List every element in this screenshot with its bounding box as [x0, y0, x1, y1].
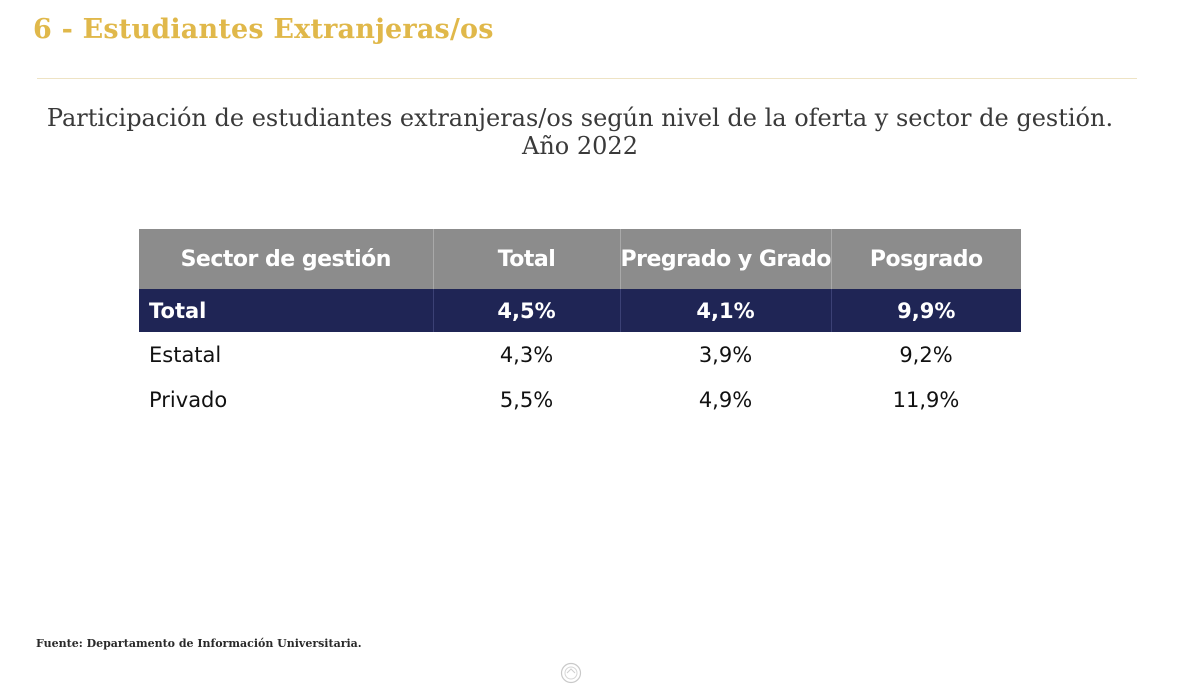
slide-title: 6 - Estudiantes Extranjeras/os	[33, 14, 494, 45]
cell-total: 4,3%	[499, 342, 554, 367]
cell-posgrado: 9,9%	[831, 289, 1021, 332]
subtitle-line-1: Participación de estudiantes extranjeras…	[46, 104, 1114, 132]
cell-posgrado: 11,9%	[892, 387, 960, 412]
title-divider	[37, 78, 1137, 79]
column-header-sector: Sector de gestión	[139, 229, 434, 289]
cell-pregrado: 4,9%	[698, 387, 753, 412]
table-row-total: Total 4,5% 4,1% 9,9%	[139, 289, 1021, 332]
row-label: Total	[139, 289, 434, 332]
university-seal-icon	[560, 662, 582, 684]
column-header-posgrado: Posgrado	[831, 229, 1021, 289]
source-note: Fuente: Departamento de Información Univ…	[36, 637, 362, 650]
row-label: Estatal	[149, 342, 222, 367]
row-label: Privado	[149, 387, 228, 412]
cell-posgrado: 9,2%	[899, 342, 953, 367]
table-row-estatal: Estatal 4,3% 3,9% 9,2%	[139, 332, 1021, 377]
table-row-privado: Privado 5,5% 4,9% 11,9%	[139, 377, 1021, 422]
table-header-row: Sector de gestión Total Pregrado y Grado…	[139, 229, 1021, 289]
column-header-pregrado: Pregrado y Grado	[620, 229, 832, 289]
cell-total: 5,5%	[499, 387, 554, 412]
subtitle-line-2: Año 2022	[522, 132, 638, 160]
table-subtitle: Participación de estudiantes extranjeras…	[0, 104, 1160, 160]
column-header-total: Total	[433, 229, 621, 289]
cell-total: 4,5%	[433, 289, 621, 332]
participation-table: Sector de gestión Total Pregrado y Grado…	[139, 229, 1021, 422]
cell-pregrado: 3,9%	[698, 342, 753, 367]
cell-pregrado: 4,1%	[620, 289, 832, 332]
